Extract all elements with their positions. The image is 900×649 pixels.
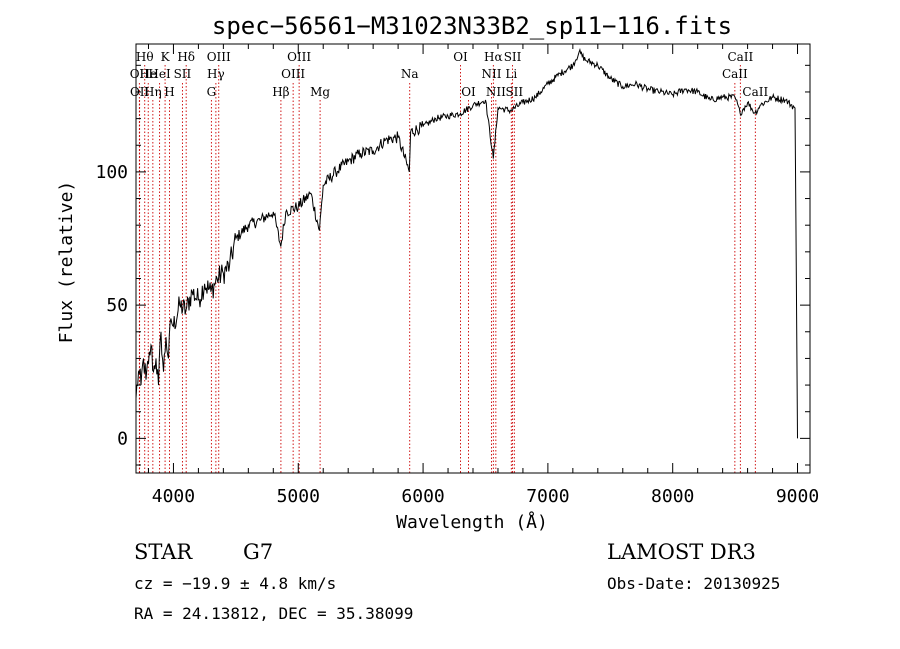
marker-label-14: OIII (281, 67, 305, 81)
y-tick-label: 0 (117, 428, 128, 449)
marker-label-25: SII (505, 85, 523, 99)
marker-label-13: Hβ (272, 85, 289, 99)
y-tick-label: 100 (95, 162, 128, 183)
y-axis-label: Flux (relative) (56, 181, 77, 344)
marker-label-27: CaII (727, 50, 753, 64)
marker-label-12: OIII (207, 50, 231, 64)
x-tick-label: 7000 (526, 486, 569, 507)
x-tick-label: 6000 (401, 486, 444, 507)
marker-label-17: Na (401, 67, 419, 81)
marker-labels: OIIOIIHθHeHηHeIKHSIIHδGHγOIIIHβOIIIOIIIM… (130, 50, 769, 99)
chart-title: spec−56561−M31023N33B2_sp11−116.fits (212, 12, 732, 40)
plot-frame (135, 43, 811, 474)
marker-label-16: Mg (310, 85, 330, 99)
marker-label-9: Hδ (177, 50, 195, 64)
marker-label-22: NII (486, 85, 506, 99)
x-tick-label: 4000 (152, 486, 195, 507)
marker-label-23: Li (505, 67, 517, 81)
spectrum-line (135, 48, 798, 439)
y-tick-label: 50 (106, 295, 128, 316)
obs-date: Obs-Date: 20130925 (607, 574, 780, 593)
marker-label-19: OI (461, 85, 476, 99)
marker-label-0: OII (130, 67, 150, 81)
marker-label-24: SII (504, 50, 522, 64)
y-axis: 0 50 100 (95, 64, 810, 466)
marker-label-28: CaII (742, 85, 768, 99)
series-group (135, 48, 798, 439)
marker-label-3: He (139, 67, 157, 81)
marker-label-11: Hγ (207, 67, 225, 81)
marker-label-6: K (161, 50, 171, 64)
survey-name: LAMOST DR3 (607, 540, 756, 564)
marker-label-15: OIII (287, 50, 311, 64)
marker-label-7: H (164, 85, 174, 99)
marker-label-26: CaII (722, 67, 748, 81)
marker-label-20: NII (481, 67, 501, 81)
redshift-cz: cz = −19.9 ± 4.8 km/s (134, 574, 336, 593)
marker-label-10: G (207, 85, 217, 99)
marker-label-5: HeI (148, 67, 171, 81)
marker-label-2: Hθ (136, 50, 154, 64)
marker-lines (138, 65, 756, 473)
x-tick-label: 8000 (651, 486, 694, 507)
marker-label-21: Hα (484, 50, 503, 64)
marker-label-8: SII (174, 67, 192, 81)
x-axis: 4000 5000 6000 7000 8000 9000 (147, 44, 819, 507)
x-tick-label: 9000 (776, 486, 819, 507)
coordinates: RA = 24.13812, DEC = 35.38099 (134, 604, 413, 623)
x-axis-label: Wavelength (Å) (396, 511, 548, 533)
object-subclass: G7 (243, 540, 273, 564)
object-class: STAR (134, 540, 193, 564)
marker-label-18: OI (453, 50, 468, 64)
marker-label-4: Hη (144, 85, 162, 99)
x-tick-label: 5000 (277, 486, 320, 507)
